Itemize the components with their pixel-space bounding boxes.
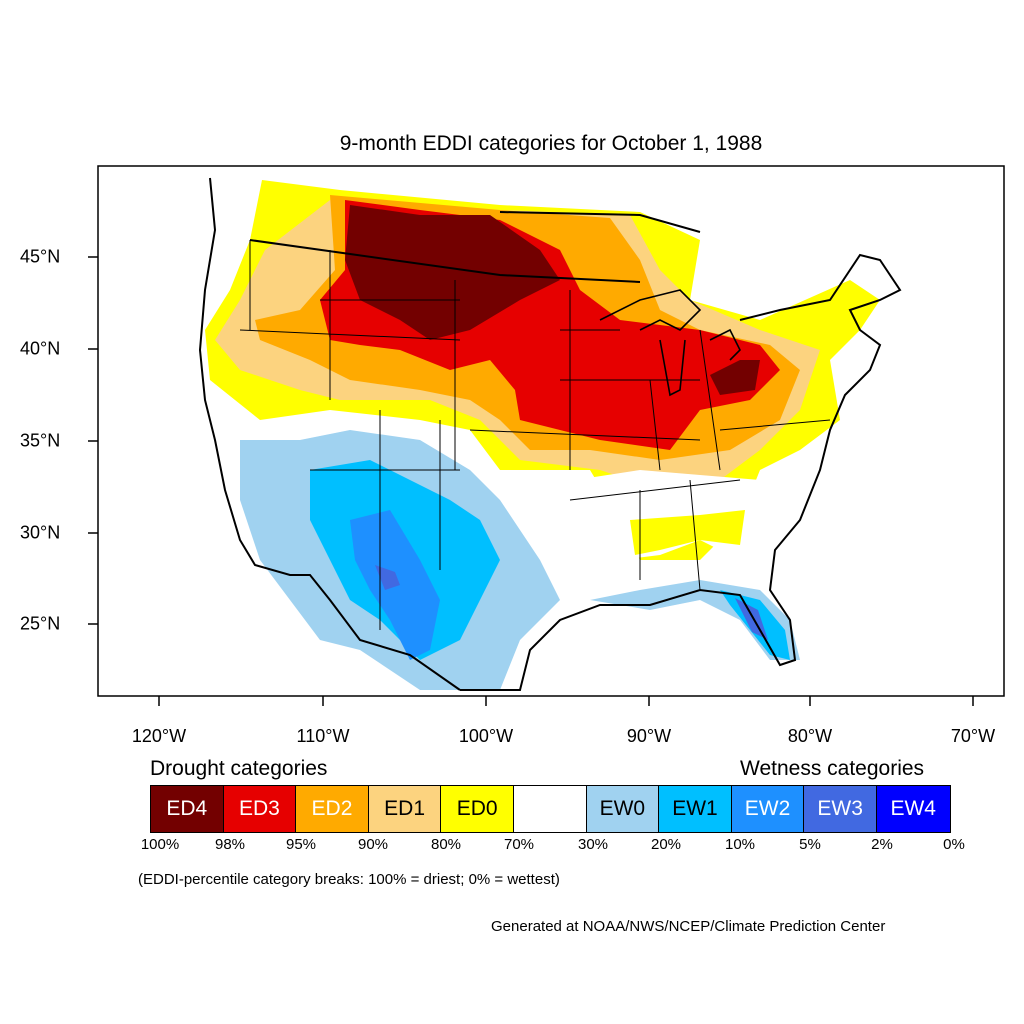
lat-label-25n: 25°N	[20, 613, 61, 634]
break-label-90: 90%	[357, 836, 389, 853]
map-title: 9-month EDDI categories for October 1, 1…	[339, 132, 763, 155]
ed4-region-east	[710, 360, 760, 395]
ed4-region	[345, 205, 560, 340]
lon-label-80w: 80°W	[787, 726, 833, 746]
break-label-10: 10%	[724, 836, 756, 853]
map-plot-area	[198, 177, 902, 691]
lat-label-35n: 35°N	[20, 430, 61, 451]
lon-label-100w: 100°W	[458, 726, 514, 746]
lat-label-30n: 30°N	[20, 522, 61, 543]
legend-swatch-ed0: ED0	[441, 786, 514, 832]
break-label-100: 100%	[140, 836, 180, 853]
break-label-98: 98%	[214, 836, 246, 853]
legend-swatch-neutral	[513, 786, 587, 832]
category-breaks-note: (EDDI-percentile category breaks: 100% =…	[138, 871, 560, 888]
lat-label-45n: 45°N	[20, 246, 61, 267]
legend-swatch-ed4: ED4	[151, 786, 224, 832]
lon-label-120w: 120°W	[131, 726, 187, 746]
map-frame	[97, 165, 1005, 697]
state-borders	[239, 240, 831, 630]
lat-label-40n: 40°N	[20, 338, 61, 359]
wetness-categories-heading: Wetness categories	[740, 757, 925, 780]
break-label-0: 0%	[943, 836, 965, 853]
lon-label-70w: 70°W	[950, 726, 996, 746]
legend-swatch-ew0: EW0	[586, 786, 660, 832]
lat-ticks	[88, 256, 98, 625]
break-label-20: 20%	[650, 836, 682, 853]
ed0-southeast	[630, 510, 745, 555]
great-lakes	[599, 289, 741, 397]
legend-swatch-ed1: ED1	[368, 786, 442, 832]
legend-colorbar: ED4 ED3 ED2 ED1 ED0 EW0 EW1 EW2 EW3 EW4	[150, 785, 951, 833]
lon-label-90w: 90°W	[626, 726, 672, 746]
legend-swatch-ew1: EW1	[659, 786, 732, 832]
legend-swatch-ed3: ED3	[223, 786, 297, 832]
break-label-30: 30%	[577, 836, 609, 853]
legend-swatch-ew2: EW2	[731, 786, 805, 832]
break-label-5: 5%	[799, 836, 821, 853]
ew3-region	[375, 565, 400, 590]
lon-label-110w: 110°W	[296, 726, 350, 746]
break-label-70: 70%	[503, 836, 535, 853]
credit-line: Generated at NOAA/NWS/NCEP/Climate Predi…	[491, 918, 886, 935]
lon-ticks	[158, 696, 974, 706]
southeast-neutral	[575, 470, 790, 560]
legend-swatch-ew4: EW4	[876, 786, 950, 832]
legend-swatch-ew3: EW3	[804, 786, 877, 832]
us-outline	[198, 177, 902, 691]
legend-swatch-ed2: ED2	[296, 786, 369, 832]
break-label-80: 80%	[430, 836, 462, 853]
drought-categories-heading: Drought categories	[150, 757, 328, 780]
break-label-95: 95%	[285, 836, 317, 853]
break-label-2: 2%	[871, 836, 893, 853]
